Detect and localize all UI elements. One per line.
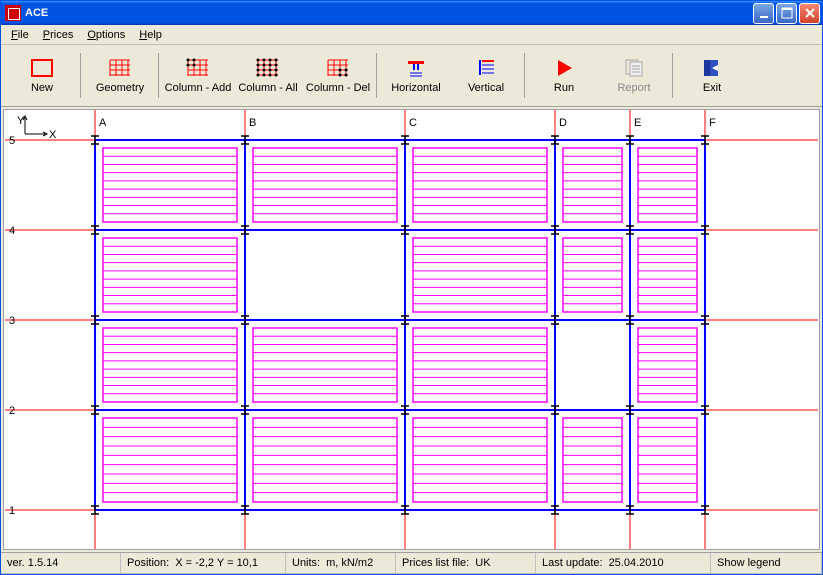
svg-text:1: 1: [9, 505, 15, 517]
status-pricesfile: Prices list file: UK: [396, 553, 536, 574]
drawing-canvas[interactable]: Y X A B C D E F 5 4 3 2 1: [3, 109, 820, 550]
position-label: Position:: [127, 557, 169, 569]
status-position: Position: X = -2,2 Y = 10,1: [121, 553, 286, 574]
svg-text:B: B: [249, 117, 256, 129]
statusbar: ver. 1.5.14 Position: X = -2,2 Y = 10,1 …: [1, 552, 822, 574]
geometry-button[interactable]: Geometry: [85, 49, 155, 102]
menu-help[interactable]: Help: [133, 27, 168, 43]
svg-text:Y: Y: [17, 115, 25, 127]
report-icon: [620, 58, 648, 78]
pricesfile-label: Prices list file:: [402, 557, 469, 569]
run-button[interactable]: Run: [529, 49, 599, 102]
column-del-button[interactable]: Column - Del: [303, 49, 373, 102]
svg-text:3: 3: [9, 315, 15, 327]
horizontal-icon: [402, 58, 430, 78]
svg-text:X: X: [49, 129, 57, 141]
menu-file[interactable]: File: [5, 27, 35, 43]
svg-text:F: F: [709, 117, 716, 129]
run-label: Run: [554, 82, 574, 94]
column-del-label: Column - Del: [306, 82, 370, 94]
pricesfile-value: UK: [469, 557, 490, 569]
toolbar-sep: [669, 49, 677, 102]
toolbar-sep: [77, 49, 85, 102]
column-add-button[interactable]: Column - Add: [163, 49, 233, 102]
menubar: File Prices Options Help: [1, 25, 822, 45]
svg-text:4: 4: [9, 225, 15, 237]
app-window: ACE File Prices Options Help New: [0, 0, 823, 575]
vertical-icon: [472, 58, 500, 78]
svg-text:2: 2: [9, 405, 15, 417]
geometry-icon: [106, 58, 134, 78]
status-units: Units: m, kN/m2: [286, 553, 396, 574]
toolbar-sep: [373, 49, 381, 102]
status-version: ver. 1.5.14: [1, 553, 121, 574]
status-lastupdate: Last update: 25.04.2010: [536, 553, 711, 574]
lastupdate-value: 25.04.2010: [603, 557, 664, 569]
horizontal-button[interactable]: Horizontal: [381, 49, 451, 102]
toolbar-sep: [521, 49, 529, 102]
new-button[interactable]: New: [7, 49, 77, 102]
vertical-button[interactable]: Vertical: [451, 49, 521, 102]
position-value: X = -2,2 Y = 10,1: [169, 557, 258, 569]
column-add-label: Column - Add: [165, 82, 232, 94]
minimize-button[interactable]: [753, 3, 774, 24]
exit-button[interactable]: Exit: [677, 49, 747, 102]
horizontal-label: Horizontal: [391, 82, 441, 94]
exit-icon: [698, 58, 726, 78]
svg-text:D: D: [559, 117, 567, 129]
menu-prices[interactable]: Prices: [37, 27, 80, 43]
grid-svg: Y X A B C D E F 5 4 3 2 1: [4, 110, 819, 549]
column-del-icon: [324, 58, 352, 78]
app-icon: [5, 5, 21, 21]
units-value: m, kN/m2: [320, 557, 373, 569]
version-text: ver. 1.5.14: [7, 557, 58, 569]
svg-text:A: A: [99, 117, 107, 129]
svg-text:C: C: [409, 117, 417, 129]
lastupdate-label: Last update:: [542, 557, 603, 569]
geometry-label: Geometry: [96, 82, 144, 94]
vertical-label: Vertical: [468, 82, 504, 94]
toolbar: New Geometry Column - Add: [1, 45, 822, 107]
maximize-button[interactable]: [776, 3, 797, 24]
titlebar: ACE: [1, 1, 822, 25]
exit-label: Exit: [703, 82, 721, 94]
run-icon: [550, 58, 578, 78]
showlegend-text: Show legend: [717, 557, 781, 569]
report-button[interactable]: Report: [599, 49, 669, 102]
column-add-icon: [184, 58, 212, 78]
toolbar-sep: [155, 49, 163, 102]
column-all-button[interactable]: Column - All: [233, 49, 303, 102]
report-label: Report: [617, 82, 650, 94]
window-buttons: [753, 3, 820, 24]
new-label: New: [31, 82, 53, 94]
close-button[interactable]: [799, 3, 820, 24]
column-all-label: Column - All: [238, 82, 297, 94]
units-label: Units:: [292, 557, 320, 569]
window-title: ACE: [25, 7, 753, 19]
menu-options[interactable]: Options: [81, 27, 131, 43]
svg-text:5: 5: [9, 135, 15, 147]
new-icon: [28, 58, 56, 78]
column-all-icon: [254, 58, 282, 78]
svg-text:E: E: [634, 117, 641, 129]
status-showlegend[interactable]: Show legend: [711, 553, 822, 574]
